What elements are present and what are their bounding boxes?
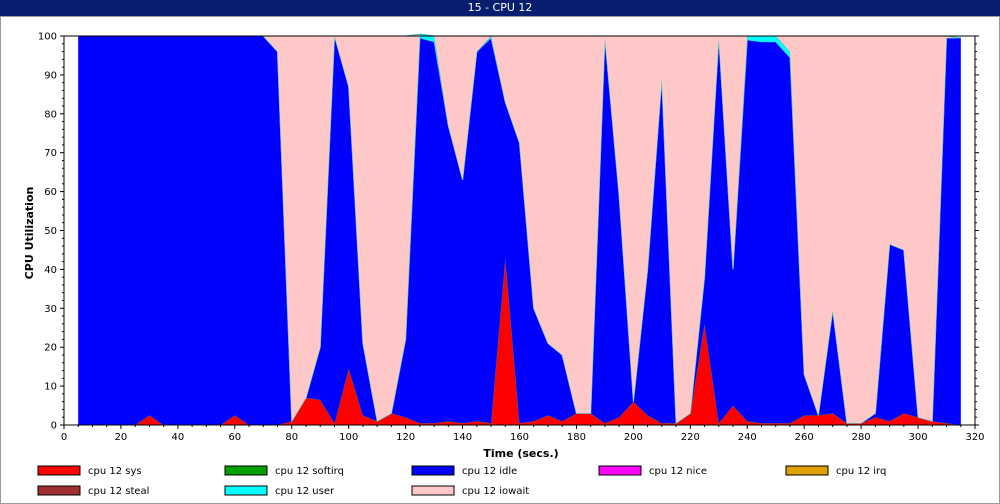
x-tick-label: 300 [909,432,928,443]
x-tick-label: 60 [228,432,241,443]
y-tick-label: 80 [44,109,57,120]
y-tick-label: 0 [51,421,57,432]
area-cpu-12-idle [78,36,961,425]
legend-swatch [37,465,81,476]
legend-swatch [224,465,268,476]
x-tick-label: 80 [285,432,298,443]
legend-swatch [224,485,268,496]
x-axis-label: Time (secs.) [483,447,558,460]
legend-swatch [411,485,455,496]
legend-swatch [37,485,81,496]
y-tick-label: 70 [44,148,57,159]
y-tick-label: 10 [44,382,57,393]
y-tick-label: 100 [38,32,57,43]
area-cpu-12-iowait [78,34,961,424]
y-tick-label: 20 [44,343,57,354]
legend-swatch [598,465,642,476]
legend-label: cpu 12 idle [462,466,517,477]
axes-group: 0 20 40 60 80 100 120 140 160 180 200 220 240 260 280 3… [38,32,985,444]
legend-swatch [785,465,829,476]
x-tick-label: 220 [681,432,700,443]
x-tick-label: 160 [510,432,529,443]
x-tick-label: 20 [115,432,128,443]
x-tick-label: 320 [965,432,984,443]
legend-label: cpu 12 nice [649,466,707,477]
x-tick-label: 100 [339,432,358,443]
x-tick-label: 280 [852,432,871,443]
x-tick-label: 120 [396,432,415,443]
y-tick-label: 40 [44,265,57,276]
x-tick-label: 40 [172,432,185,443]
legend-label: cpu 12 iowait [462,486,529,497]
area-series-group [78,33,961,426]
y-axis-label: CPU Utilization [23,187,36,280]
legend-label: cpu 12 softirq [275,466,344,477]
legend-label: cpu 12 sys [88,466,142,477]
y-tick-label: 50 [44,226,57,237]
y-tick-label: 60 [44,187,57,198]
legend-label: cpu 12 user [275,486,335,497]
y-tick-label: 30 [44,304,57,315]
x-tick-label: 0 [61,432,67,443]
legend-swatch [411,465,455,476]
legend: cpu 12 sys cpu 12 softirq cpu 12 idle cpu 1… [37,465,886,497]
window-title: 15 - CPU 12 [0,0,1000,16]
y-tick-label: 90 [44,70,57,81]
x-tick-label: 140 [453,432,472,443]
cpu-utilization-chart: 0 20 40 60 80 100 120 140 160 180 200 220 240 260 280 3… [23,32,985,498]
legend-label: cpu 12 irq [836,466,886,477]
x-tick-label: 180 [567,432,586,443]
x-tick-label: 200 [624,432,643,443]
legend-label: cpu 12 steal [88,486,149,497]
x-tick-label: 260 [795,432,814,443]
x-tick-label: 240 [738,432,757,443]
